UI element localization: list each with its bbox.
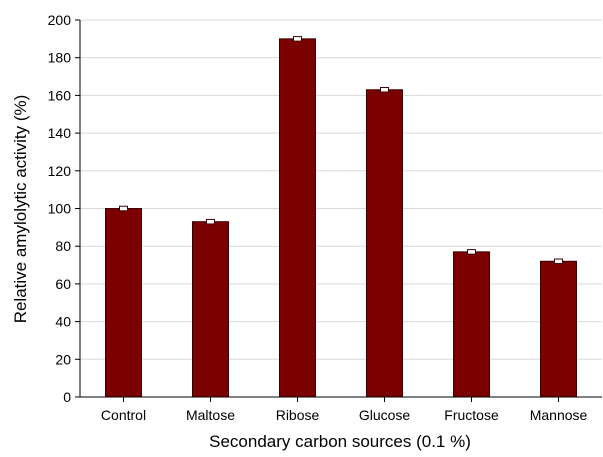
error-bar	[467, 249, 476, 255]
x-tick-label: Fructose	[444, 407, 499, 423]
y-tick-label: 60	[55, 276, 71, 292]
error-bar	[554, 258, 563, 265]
y-tick-label: 140	[48, 125, 72, 141]
y-tick-label: 100	[48, 201, 72, 217]
x-tick-label: Ribose	[276, 407, 320, 423]
y-tick-label: 160	[48, 87, 72, 103]
error-bar	[206, 218, 215, 225]
error-bar	[293, 36, 302, 42]
bar-maltose	[192, 221, 229, 398]
gridlines	[80, 19, 602, 360]
y-tick-label: 40	[55, 314, 71, 330]
y-tick-label: 20	[55, 351, 71, 367]
x-tick-label: Glucose	[359, 407, 411, 423]
x-tick-label: Maltose	[186, 407, 235, 423]
y-tick-label: 200	[48, 12, 72, 28]
y-tick-label: 120	[48, 163, 72, 179]
y-axis-title: Relative amylolytic activity (%)	[11, 95, 30, 324]
x-tick-label: Mannose	[530, 407, 588, 423]
bar-fructose	[453, 251, 490, 398]
bar-glucose	[366, 89, 403, 398]
bars	[105, 36, 577, 398]
y-tick-label: 0	[63, 389, 71, 405]
axes	[75, 19, 602, 402]
error-bar	[380, 86, 389, 93]
bar-mannose	[540, 260, 577, 398]
y-tick-label: 80	[55, 238, 71, 254]
error-bar	[119, 205, 128, 212]
bar-control	[105, 208, 142, 398]
bar-ribose	[279, 38, 316, 398]
tick-labels: 0 20 40 60 80 100 120 140 160 180 200 Control Maltos…	[48, 12, 588, 423]
x-tick-label: Control	[101, 407, 146, 423]
y-tick-label: 180	[48, 50, 72, 66]
x-axis-title: Secondary carbon sources (0.1 %)	[209, 432, 471, 451]
